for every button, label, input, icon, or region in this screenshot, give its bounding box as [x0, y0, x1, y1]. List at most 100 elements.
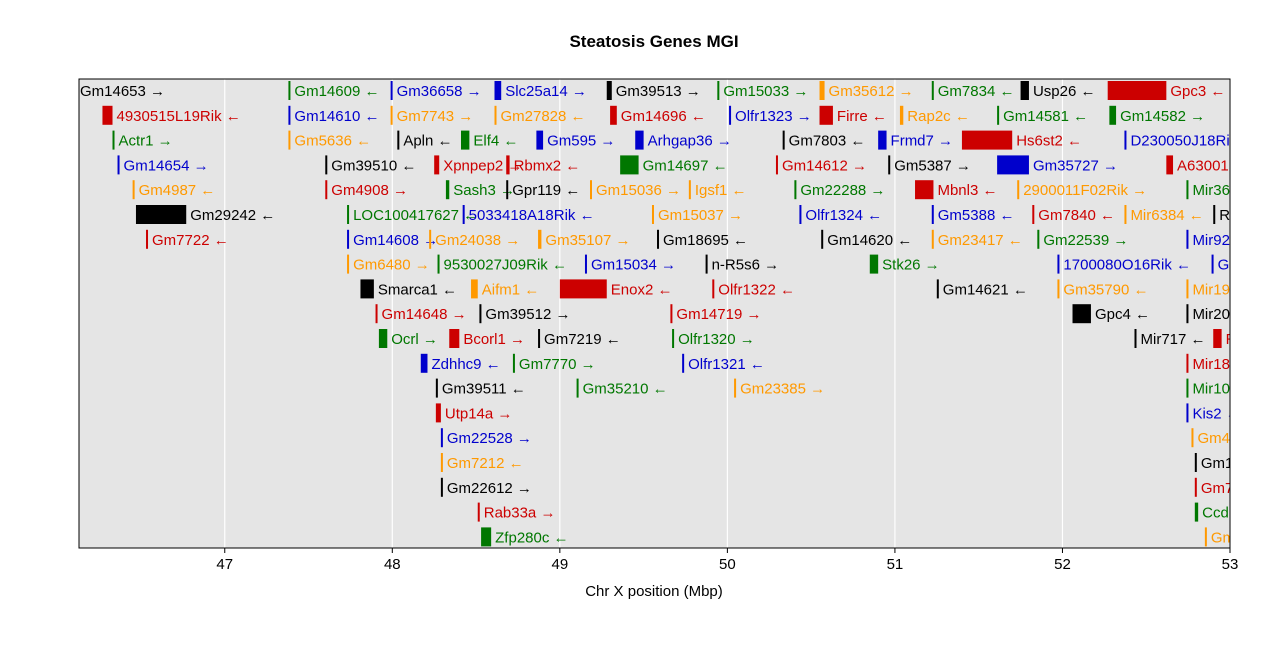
- gene-label: R ←: [1226, 331, 1256, 348]
- gene: 5033418A18Rik ←: [462, 205, 595, 224]
- gene-label: Rap2c ←: [907, 108, 970, 125]
- gene-label: Gm7722 ←: [152, 232, 229, 249]
- gene-label: Mir106 ←: [1192, 381, 1257, 398]
- gene-label: Gm ←: [1211, 529, 1254, 546]
- gene-label: Gm4987 ←: [139, 182, 216, 199]
- gene: Gm5387 →: [888, 155, 971, 175]
- gene-bar: [1211, 254, 1214, 274]
- gene-label: Gm14581 ←: [1003, 108, 1088, 125]
- chart-title: Steatosis Genes MGI: [569, 32, 738, 51]
- gene: Gm18695 ←: [657, 229, 748, 249]
- gene-bar: [375, 304, 378, 324]
- gene-bar: [819, 81, 825, 100]
- gene-label: Gm6480 →: [353, 257, 430, 274]
- gene: Mir717 ←: [1134, 329, 1206, 348]
- gene: Olfr1322 ←: [712, 279, 795, 299]
- gene: Gm7803 ←: [782, 130, 865, 150]
- gene-label: Gm14648 →: [382, 306, 467, 323]
- gene: n-R5s6 →: [705, 254, 779, 274]
- gene: Gm29242 ←: [135, 205, 275, 224]
- gene: A630012 →: [1166, 155, 1256, 175]
- gene-bar: [997, 155, 1029, 175]
- gene: Mir18 ←: [1186, 353, 1230, 373]
- gene-bar: [717, 81, 720, 100]
- gene: Gm7840 ←: [1032, 205, 1115, 224]
- gene-bar: [1186, 229, 1189, 249]
- gene-bar: [1186, 180, 1189, 200]
- gene: Olfr1323 →: [729, 105, 812, 125]
- gene-label: Gm4908 →: [331, 182, 408, 199]
- gene-label: Aifm1 ←: [482, 281, 540, 298]
- gene-label: Gm ←: [1218, 257, 1261, 274]
- gene-bar: [576, 378, 579, 398]
- gene-bar: [1194, 477, 1197, 497]
- gene-label: 1700080O16Rik ←: [1063, 257, 1191, 274]
- gene: Stk26 →: [869, 254, 940, 274]
- gene: Mir106 ←: [1186, 378, 1257, 398]
- gene-bar: [1109, 105, 1117, 125]
- gene-bar: [589, 180, 592, 200]
- gene-label: Gm15037 →: [658, 207, 743, 224]
- gene-bar: [1213, 205, 1216, 224]
- gene-label: Stk26 →: [882, 257, 940, 274]
- gene-label: Gm15033 →: [723, 83, 808, 100]
- x-tick-label: 52: [1054, 556, 1071, 573]
- gene: Aifm1 ←: [471, 279, 540, 299]
- gene: 1700080O16Rik ←: [1057, 254, 1191, 274]
- gene-label: Mir6384 ←: [1130, 207, 1203, 224]
- plot-frame: [78, 78, 1231, 549]
- gene-bar: [429, 229, 432, 249]
- gene-label: Mir20 ←: [1192, 306, 1249, 323]
- gene-bar: [434, 155, 440, 175]
- gene-bar: [1134, 329, 1137, 348]
- gene-bar: [635, 130, 644, 150]
- gene-bar: [1186, 403, 1189, 423]
- gene-label: Hs6st2 ←: [1016, 133, 1082, 150]
- gene-label: Gm14 ←: [1201, 455, 1261, 472]
- gene: Mir20 ←: [1186, 304, 1249, 324]
- gene-bar: [325, 180, 328, 200]
- gene: Gm595 →: [536, 130, 615, 150]
- gene-label: Slc25a14 →: [505, 83, 587, 100]
- gene: Gm14697 ←: [620, 155, 728, 175]
- gene-label: A630012 →: [1177, 157, 1256, 174]
- gene-bar: [462, 205, 465, 224]
- gene-label: Gpr119 ←: [512, 182, 580, 199]
- gene: Mbnl3 ←: [915, 180, 997, 200]
- gene-bar: [931, 81, 934, 100]
- gene-bar: [437, 254, 440, 274]
- gene-label: LOC100417627 ←: [353, 207, 478, 224]
- gene: Gm7 ←: [1194, 477, 1230, 497]
- gene: Gm39510 ←: [325, 155, 416, 175]
- gene-label: Utp14a →: [445, 405, 513, 422]
- gene: Gm22612 →: [440, 477, 532, 497]
- gene-bar: [360, 279, 374, 299]
- gene-bar: [146, 229, 149, 249]
- gene: Gm7770 →: [512, 353, 596, 373]
- genes-layer: Gm14653 → Gm14609 ← Gm36658 → Slc25a14 → Gm3…: [80, 81, 1261, 547]
- gene-bar: [1186, 353, 1189, 373]
- gene-label: Gm15036 →: [596, 182, 681, 199]
- gene: Gm14 ←: [1194, 453, 1261, 472]
- gene: Gm ←: [1211, 254, 1261, 274]
- gene-label: Gm24038 →: [435, 232, 520, 249]
- gene-bar: [397, 130, 400, 150]
- gene-label: Actr1 →: [119, 133, 173, 150]
- gene-label: 9530027J09Rik ←: [444, 257, 567, 274]
- gene-label: 5033418A18Rik ←: [469, 207, 595, 224]
- gene-bar: [479, 304, 482, 324]
- gene: Gm14612 →: [775, 155, 867, 175]
- gene: Actr1 →: [112, 130, 173, 150]
- gene: Utp14a →: [435, 403, 513, 423]
- gene: Gm7834 ←: [931, 81, 1014, 100]
- gene-bar: [1057, 254, 1060, 274]
- gene-label: Usp26 ←: [1033, 83, 1096, 100]
- gene-bar: [378, 329, 388, 348]
- gene-label: Mir363 →: [1192, 182, 1257, 199]
- gene: Gm5388 ←: [931, 205, 1014, 224]
- gene-label: Gm7743 →: [397, 108, 474, 125]
- gene: Gm23417 ←: [931, 229, 1023, 249]
- gene: Gm4987 ←: [132, 180, 216, 200]
- gene-bar: [712, 279, 715, 299]
